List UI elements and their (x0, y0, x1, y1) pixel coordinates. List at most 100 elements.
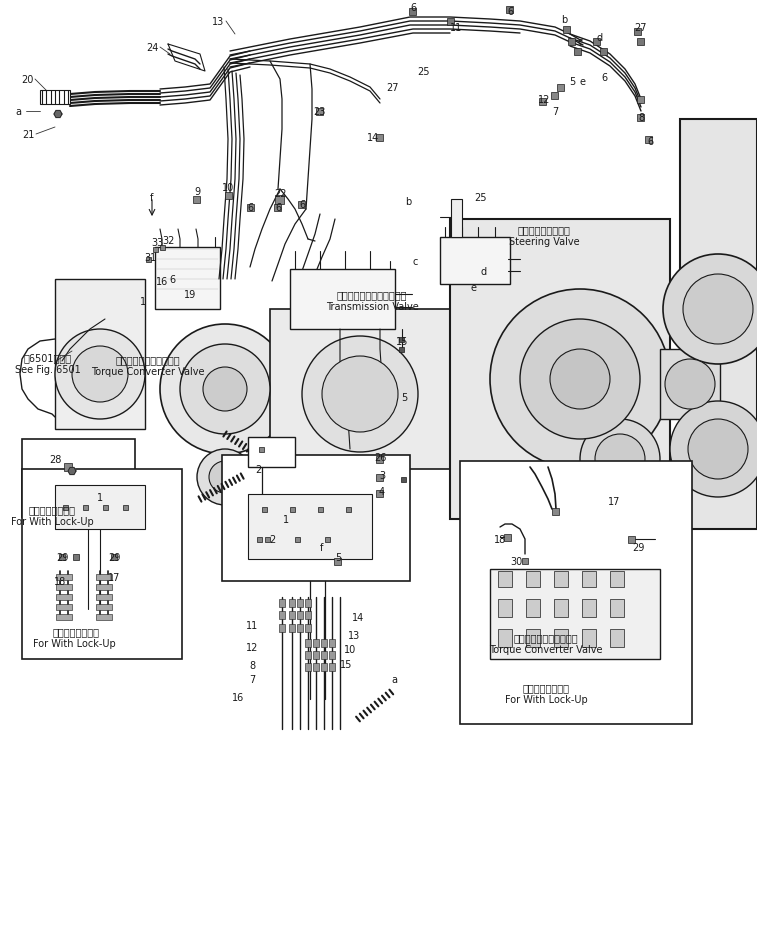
Text: 15: 15 (340, 659, 352, 669)
Bar (526, 571, 540, 587)
Bar (257, 537, 263, 542)
Bar (275, 204, 282, 211)
Bar (637, 96, 644, 104)
Bar (522, 559, 528, 565)
Text: ステアリングバルブ: ステアリングバルブ (518, 225, 571, 235)
Bar (155, 247, 220, 310)
Bar (225, 193, 232, 199)
Text: 3: 3 (379, 470, 385, 480)
Text: 19: 19 (184, 290, 196, 299)
Text: 32: 32 (162, 236, 174, 245)
Bar (305, 664, 311, 671)
Text: b: b (561, 15, 567, 25)
Text: 6: 6 (647, 137, 653, 147)
Text: 2: 2 (269, 534, 275, 545)
Text: 20: 20 (20, 75, 33, 85)
Text: 6: 6 (410, 3, 416, 13)
Text: 17: 17 (608, 497, 620, 507)
Bar (400, 337, 404, 342)
Bar (305, 639, 311, 648)
Text: 16: 16 (156, 277, 168, 287)
Text: 33: 33 (151, 238, 163, 247)
Bar (248, 437, 295, 467)
Bar (96, 604, 112, 611)
Bar (298, 201, 306, 209)
Bar (102, 505, 107, 510)
Text: e: e (471, 282, 477, 293)
Text: 29: 29 (56, 552, 68, 563)
Bar (297, 599, 303, 607)
Bar (526, 599, 540, 617)
Circle shape (520, 320, 640, 440)
Circle shape (550, 349, 610, 410)
Bar (96, 595, 112, 600)
Bar (305, 624, 311, 632)
Bar (247, 204, 254, 211)
Circle shape (209, 462, 241, 494)
Bar (289, 612, 295, 619)
Text: 6: 6 (299, 200, 305, 210)
Text: 13: 13 (348, 631, 360, 640)
Text: 5: 5 (569, 76, 575, 87)
Text: Torque Converter Valve: Torque Converter Valve (92, 366, 204, 377)
Bar (540, 98, 547, 106)
Circle shape (160, 325, 290, 454)
Bar (297, 612, 303, 619)
Text: トランスミッションバルブ: トランスミッションバルブ (337, 290, 407, 299)
Text: 6: 6 (507, 7, 513, 17)
Text: ロックアップ付用: ロックアップ付用 (522, 683, 569, 692)
Text: 27: 27 (635, 23, 647, 33)
Bar (593, 39, 600, 45)
Text: 17: 17 (107, 572, 120, 582)
Bar (582, 571, 596, 587)
Text: 5: 5 (401, 393, 407, 402)
Circle shape (197, 449, 253, 505)
Text: 7: 7 (552, 107, 558, 117)
Bar (248, 495, 372, 560)
Bar (610, 571, 624, 587)
Bar (376, 456, 384, 463)
Text: 4: 4 (379, 486, 385, 497)
Circle shape (302, 337, 418, 452)
Bar (313, 651, 319, 659)
Polygon shape (54, 111, 62, 118)
Bar (634, 28, 641, 36)
Text: 10: 10 (222, 183, 234, 193)
Bar (123, 505, 127, 510)
Text: 12: 12 (537, 95, 550, 105)
Text: d: d (597, 33, 603, 43)
Bar (628, 536, 635, 543)
Bar (260, 447, 264, 452)
Circle shape (55, 329, 145, 419)
Circle shape (580, 419, 660, 499)
Circle shape (665, 360, 715, 410)
Bar (56, 604, 72, 611)
Bar (291, 507, 295, 512)
Bar (554, 630, 568, 648)
Bar (22, 440, 135, 517)
Bar (305, 612, 311, 619)
Bar (56, 615, 72, 620)
Bar (321, 651, 327, 659)
Text: 27: 27 (387, 83, 399, 93)
Text: c: c (578, 37, 583, 47)
Bar (329, 651, 335, 659)
Bar (554, 571, 568, 587)
Circle shape (688, 419, 748, 480)
Bar (22, 469, 182, 659)
Text: Transmission Valve: Transmission Valve (326, 302, 419, 312)
Bar (279, 624, 285, 632)
Text: 9: 9 (194, 187, 200, 196)
Text: 28: 28 (48, 454, 61, 464)
Text: 8: 8 (638, 113, 644, 123)
Bar (279, 599, 285, 607)
Bar (460, 462, 692, 724)
Bar (313, 664, 319, 671)
Bar (410, 8, 416, 15)
Bar (111, 554, 117, 561)
Bar (96, 615, 112, 620)
Text: 14: 14 (352, 613, 364, 622)
Text: 22: 22 (275, 189, 287, 199)
Bar (569, 39, 575, 45)
Text: 25: 25 (475, 193, 488, 203)
